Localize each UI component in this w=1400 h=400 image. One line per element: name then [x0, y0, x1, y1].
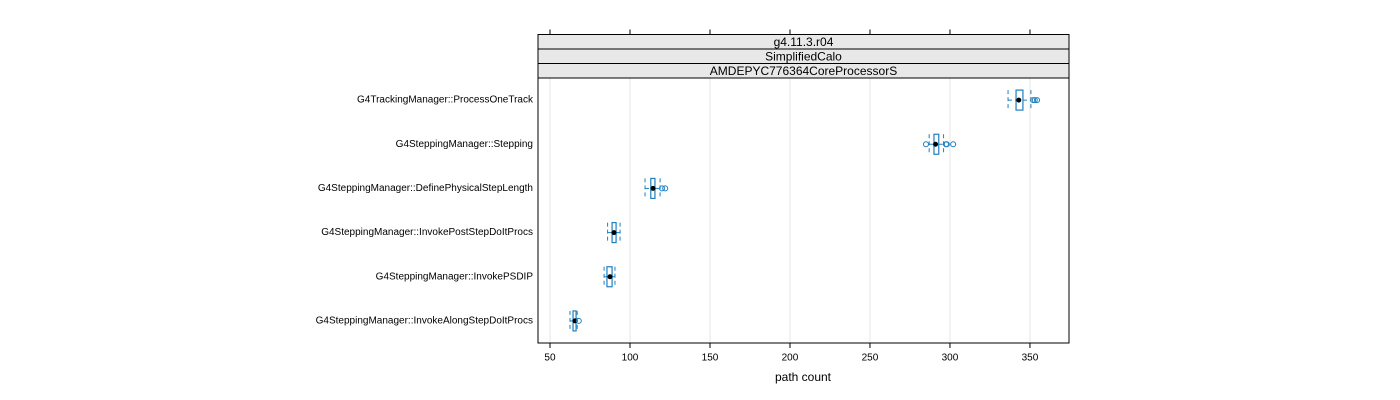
x-tick-label: 100 [622, 353, 639, 364]
strip-label: g4.11.3.r04 [774, 35, 834, 49]
outlier [662, 185, 669, 192]
outlier [575, 317, 582, 324]
y-tick-label: G4SteppingManager::DefinePhysicalStepLen… [318, 183, 533, 194]
x-tick-label: 200 [782, 353, 799, 364]
x-tick-label: 300 [942, 353, 959, 364]
strip-label: AMDEPYC776364CoreProcessorS [710, 64, 897, 78]
y-tick-label: G4SteppingManager::Stepping [396, 139, 533, 150]
y-tick-label: G4SteppingManager::InvokePSDIP [376, 271, 534, 282]
median [1016, 97, 1022, 103]
median [611, 230, 617, 236]
y-tick-label: G4TrackingManager::ProcessOneTrack [357, 95, 534, 106]
median [933, 141, 939, 147]
y-tick-label: G4SteppingManager::InvokeAlongStepDoItPr… [316, 316, 533, 327]
x-tick-label: 350 [1022, 353, 1039, 364]
x-tick-label: 150 [702, 353, 719, 364]
plot-frame [537, 77, 1070, 344]
x-axis-label: path count [775, 370, 832, 384]
strip-label: SimplifiedCalo [765, 49, 842, 63]
x-tick-label: 250 [862, 353, 879, 364]
median [650, 185, 656, 191]
outlier [1034, 97, 1041, 104]
outlier [1031, 97, 1038, 104]
x-tick-label: 50 [544, 353, 556, 364]
outlier [950, 141, 957, 148]
box [1015, 89, 1024, 111]
median [607, 274, 613, 280]
outlier [658, 185, 665, 192]
outlier [943, 141, 950, 148]
outlier [922, 141, 929, 148]
y-tick-label: G4SteppingManager::InvokePostStepDoItPro… [321, 227, 533, 238]
